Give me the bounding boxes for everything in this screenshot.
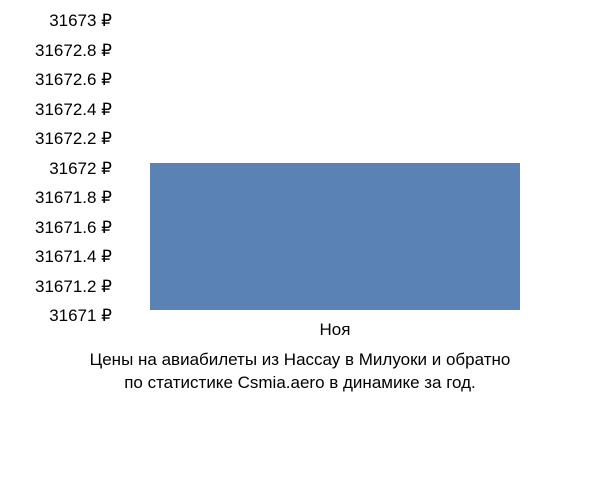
y-tick-label: 31672.2 ₽ — [35, 130, 112, 147]
price-bar-chart: 31673 ₽ 31672.8 ₽ 31672.6 ₽ 31672.4 ₽ 31… — [0, 0, 600, 500]
y-tick-label: 31671 ₽ — [49, 307, 112, 324]
plot-area — [125, 15, 545, 310]
y-tick-label: 31671.6 ₽ — [35, 219, 112, 236]
y-tick-label: 31672.4 ₽ — [35, 101, 112, 118]
caption-line-2: по статистике Csmia.aero в динамике за г… — [124, 373, 476, 392]
y-tick-label: 31671.4 ₽ — [35, 248, 112, 265]
chart-caption: Цены на авиабилеты из Нассау в Милуоки и… — [0, 349, 600, 395]
y-tick-label: 31672.8 ₽ — [35, 42, 112, 59]
y-tick-label: 31673 ₽ — [49, 12, 112, 29]
y-tick-label: 31671.2 ₽ — [35, 278, 112, 295]
bar — [150, 163, 520, 311]
caption-line-1: Цены на авиабилеты из Нассау в Милуоки и… — [90, 350, 511, 369]
y-tick-label: 31672 ₽ — [49, 160, 112, 177]
y-tick-label: 31671.8 ₽ — [35, 189, 112, 206]
y-tick-label: 31672.6 ₽ — [35, 71, 112, 88]
x-tick-label: Ноя — [125, 320, 545, 340]
